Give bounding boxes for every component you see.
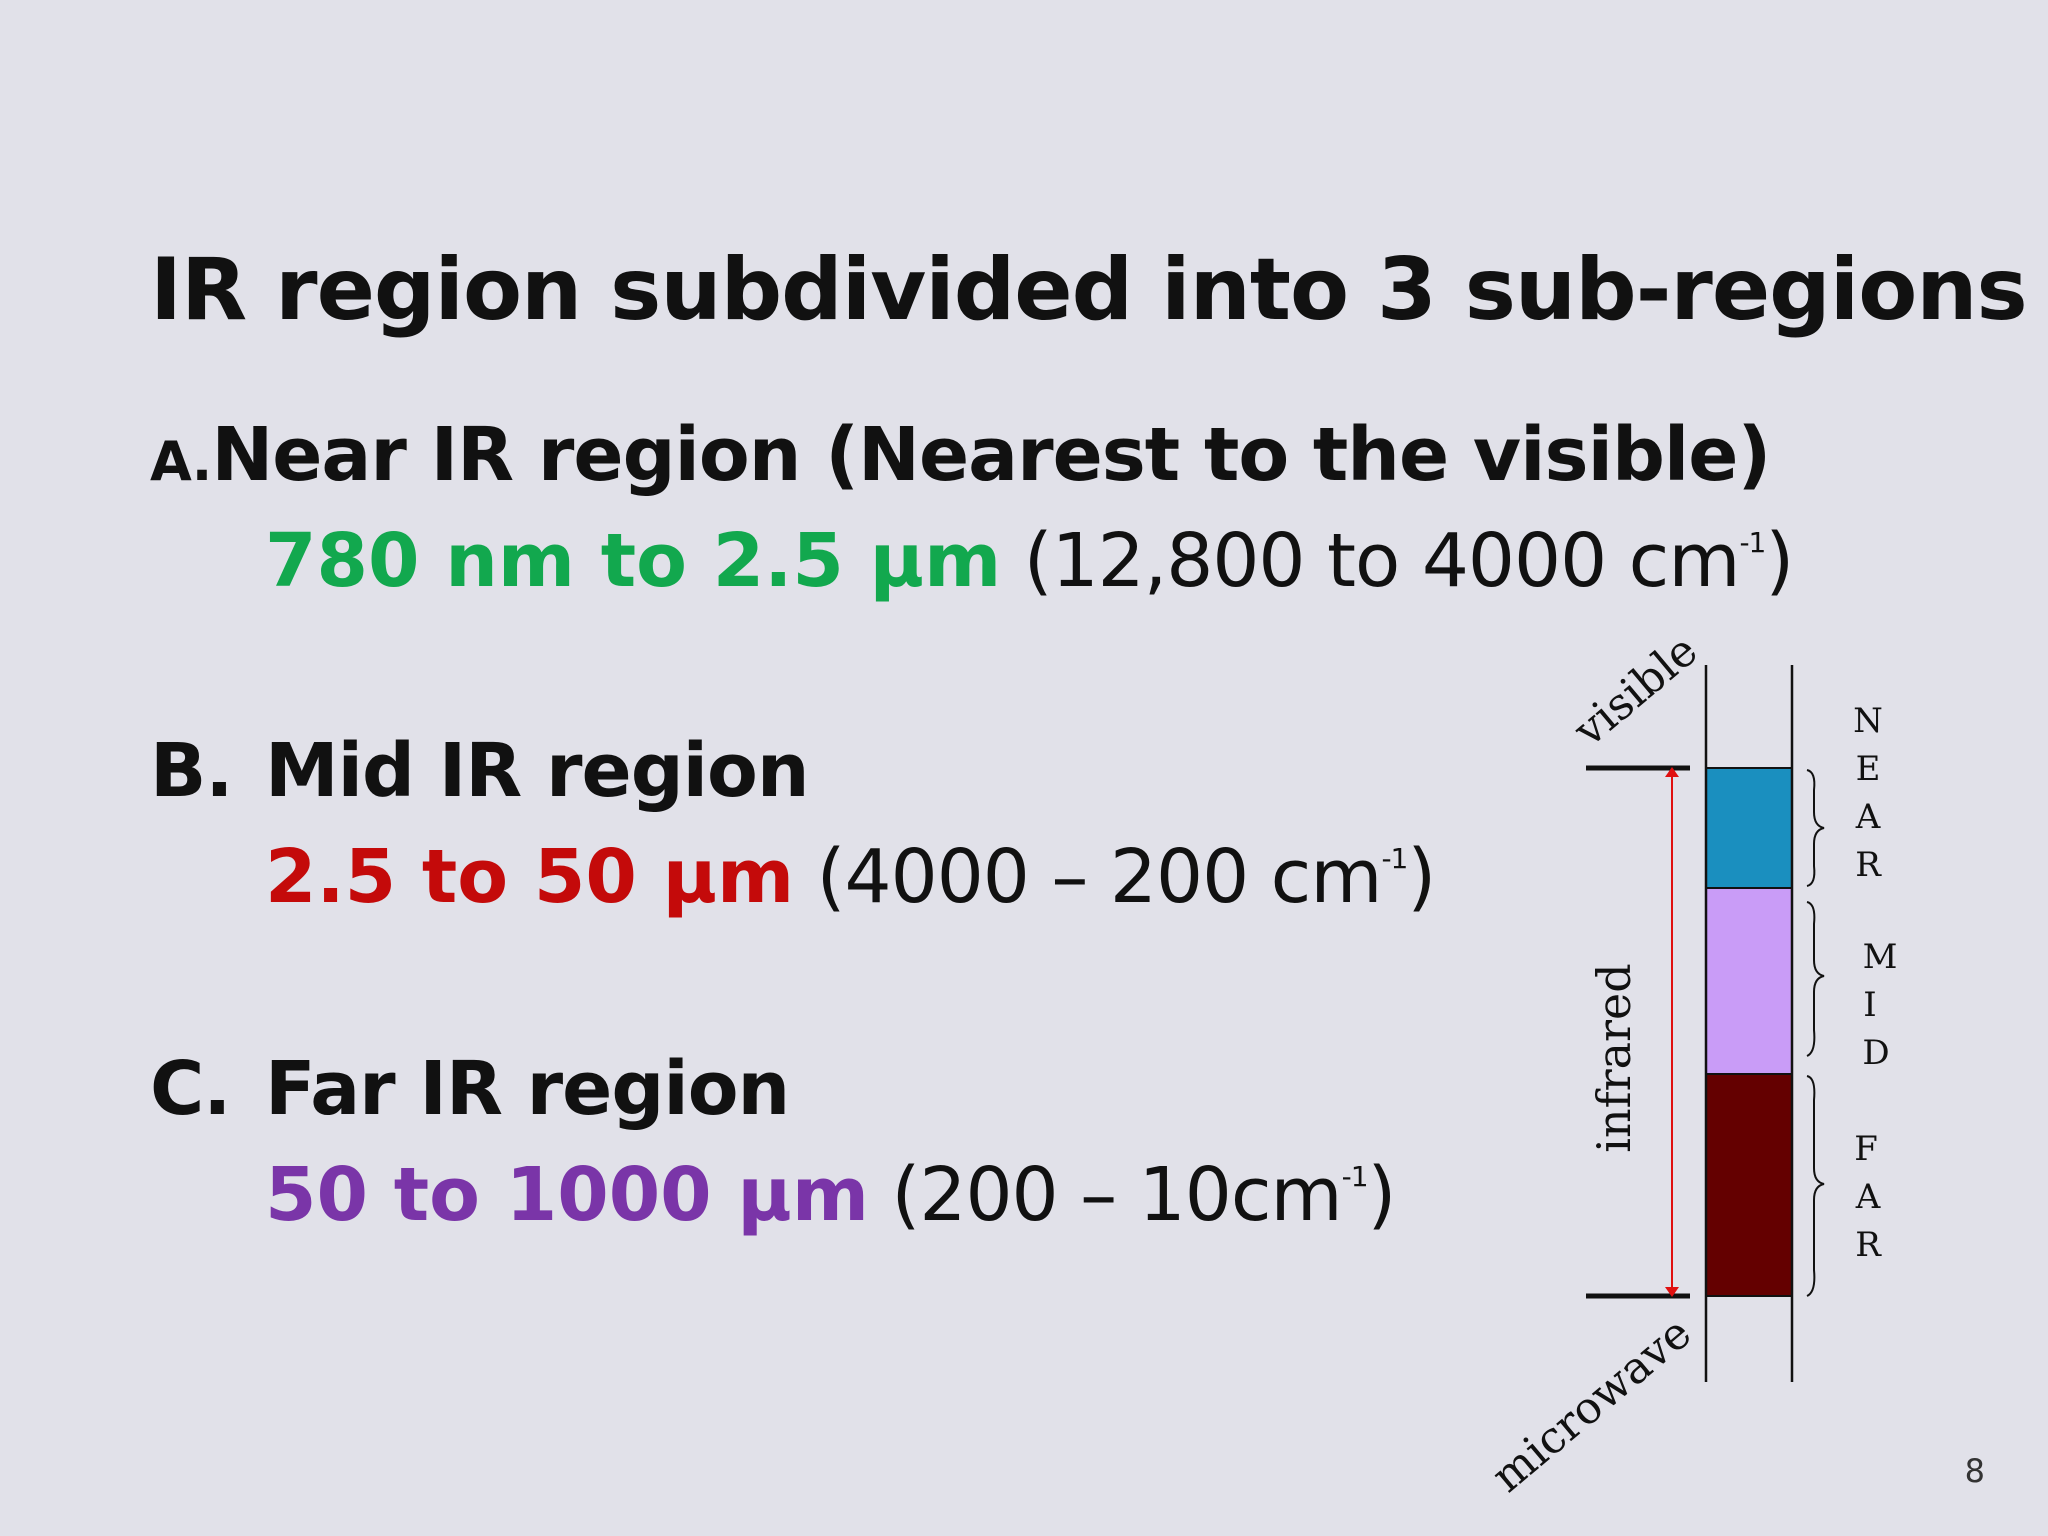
item-c-range: 50 to 1000 µm (200 – 10cm-1): [265, 1152, 1397, 1238]
near-band: [1705, 767, 1793, 889]
item-b-range: 2.5 to 50 µm (4000 – 200 cm-1): [265, 834, 1437, 920]
item-a-wavelength: 780 nm to 2.5 µm: [265, 518, 1002, 604]
infrared-label: infrared: [1587, 963, 1641, 1152]
item-b-heading: B. Mid IR region: [150, 728, 810, 814]
item-a-range: 780 nm to 2.5 µm (12,800 to 4000 cm-1): [265, 518, 1795, 604]
item-b-letter: B.: [150, 728, 234, 814]
item-a-wavenumber: (12,800 to 4000 cm-1): [1001, 518, 1795, 604]
item-a-heading: A.Near IR region (Nearest to the visible…: [150, 412, 1771, 498]
near-letter-r: R: [1855, 845, 1882, 885]
item-c-title: Far IR region: [265, 1046, 790, 1132]
item-a-letter: A.: [150, 430, 212, 493]
slide-title: IR region subdivided into 3 sub-regions: [150, 240, 2028, 340]
far-letter-f: F: [1854, 1129, 1878, 1169]
near-letter-a: A: [1855, 797, 1881, 837]
far-brace: [1806, 1075, 1825, 1297]
mid-letter-d: D: [1862, 1033, 1889, 1073]
near-brace: [1806, 769, 1825, 887]
near-letter-n: N: [1853, 701, 1883, 741]
item-c-letter: C.: [150, 1046, 231, 1132]
far-band: [1705, 1073, 1793, 1297]
mid-letters: M I D: [1862, 937, 1897, 1073]
far-letter-r: R: [1855, 1225, 1882, 1265]
visible-label: visible: [1564, 625, 1708, 757]
item-a-title: Near IR region (Nearest to the visible): [211, 412, 1771, 498]
item-c-heading: C. Far IR region: [150, 1046, 790, 1132]
item-c-wavenumber: (200 – 10cm-1): [869, 1152, 1397, 1238]
item-c-wavelength: 50 to 1000 µm: [265, 1152, 869, 1238]
item-b-wavelength: 2.5 to 50 µm: [265, 834, 795, 920]
page-number: 8: [1964, 1452, 1985, 1490]
microwave-label: microwave: [1482, 1307, 1701, 1502]
mid-letter-i: I: [1863, 985, 1876, 1025]
item-b-title: Mid IR region: [265, 728, 810, 814]
mid-letter-m: M: [1863, 937, 1898, 977]
far-letter-a: A: [1855, 1177, 1881, 1217]
mid-brace: [1806, 901, 1825, 1057]
item-b-wavenumber: (4000 – 200 cm-1): [794, 834, 1437, 920]
mid-band: [1705, 887, 1793, 1075]
far-letters: F A R: [1854, 1129, 1882, 1265]
near-letter-e: E: [1856, 749, 1881, 789]
near-letters: N E A R: [1853, 701, 1883, 885]
